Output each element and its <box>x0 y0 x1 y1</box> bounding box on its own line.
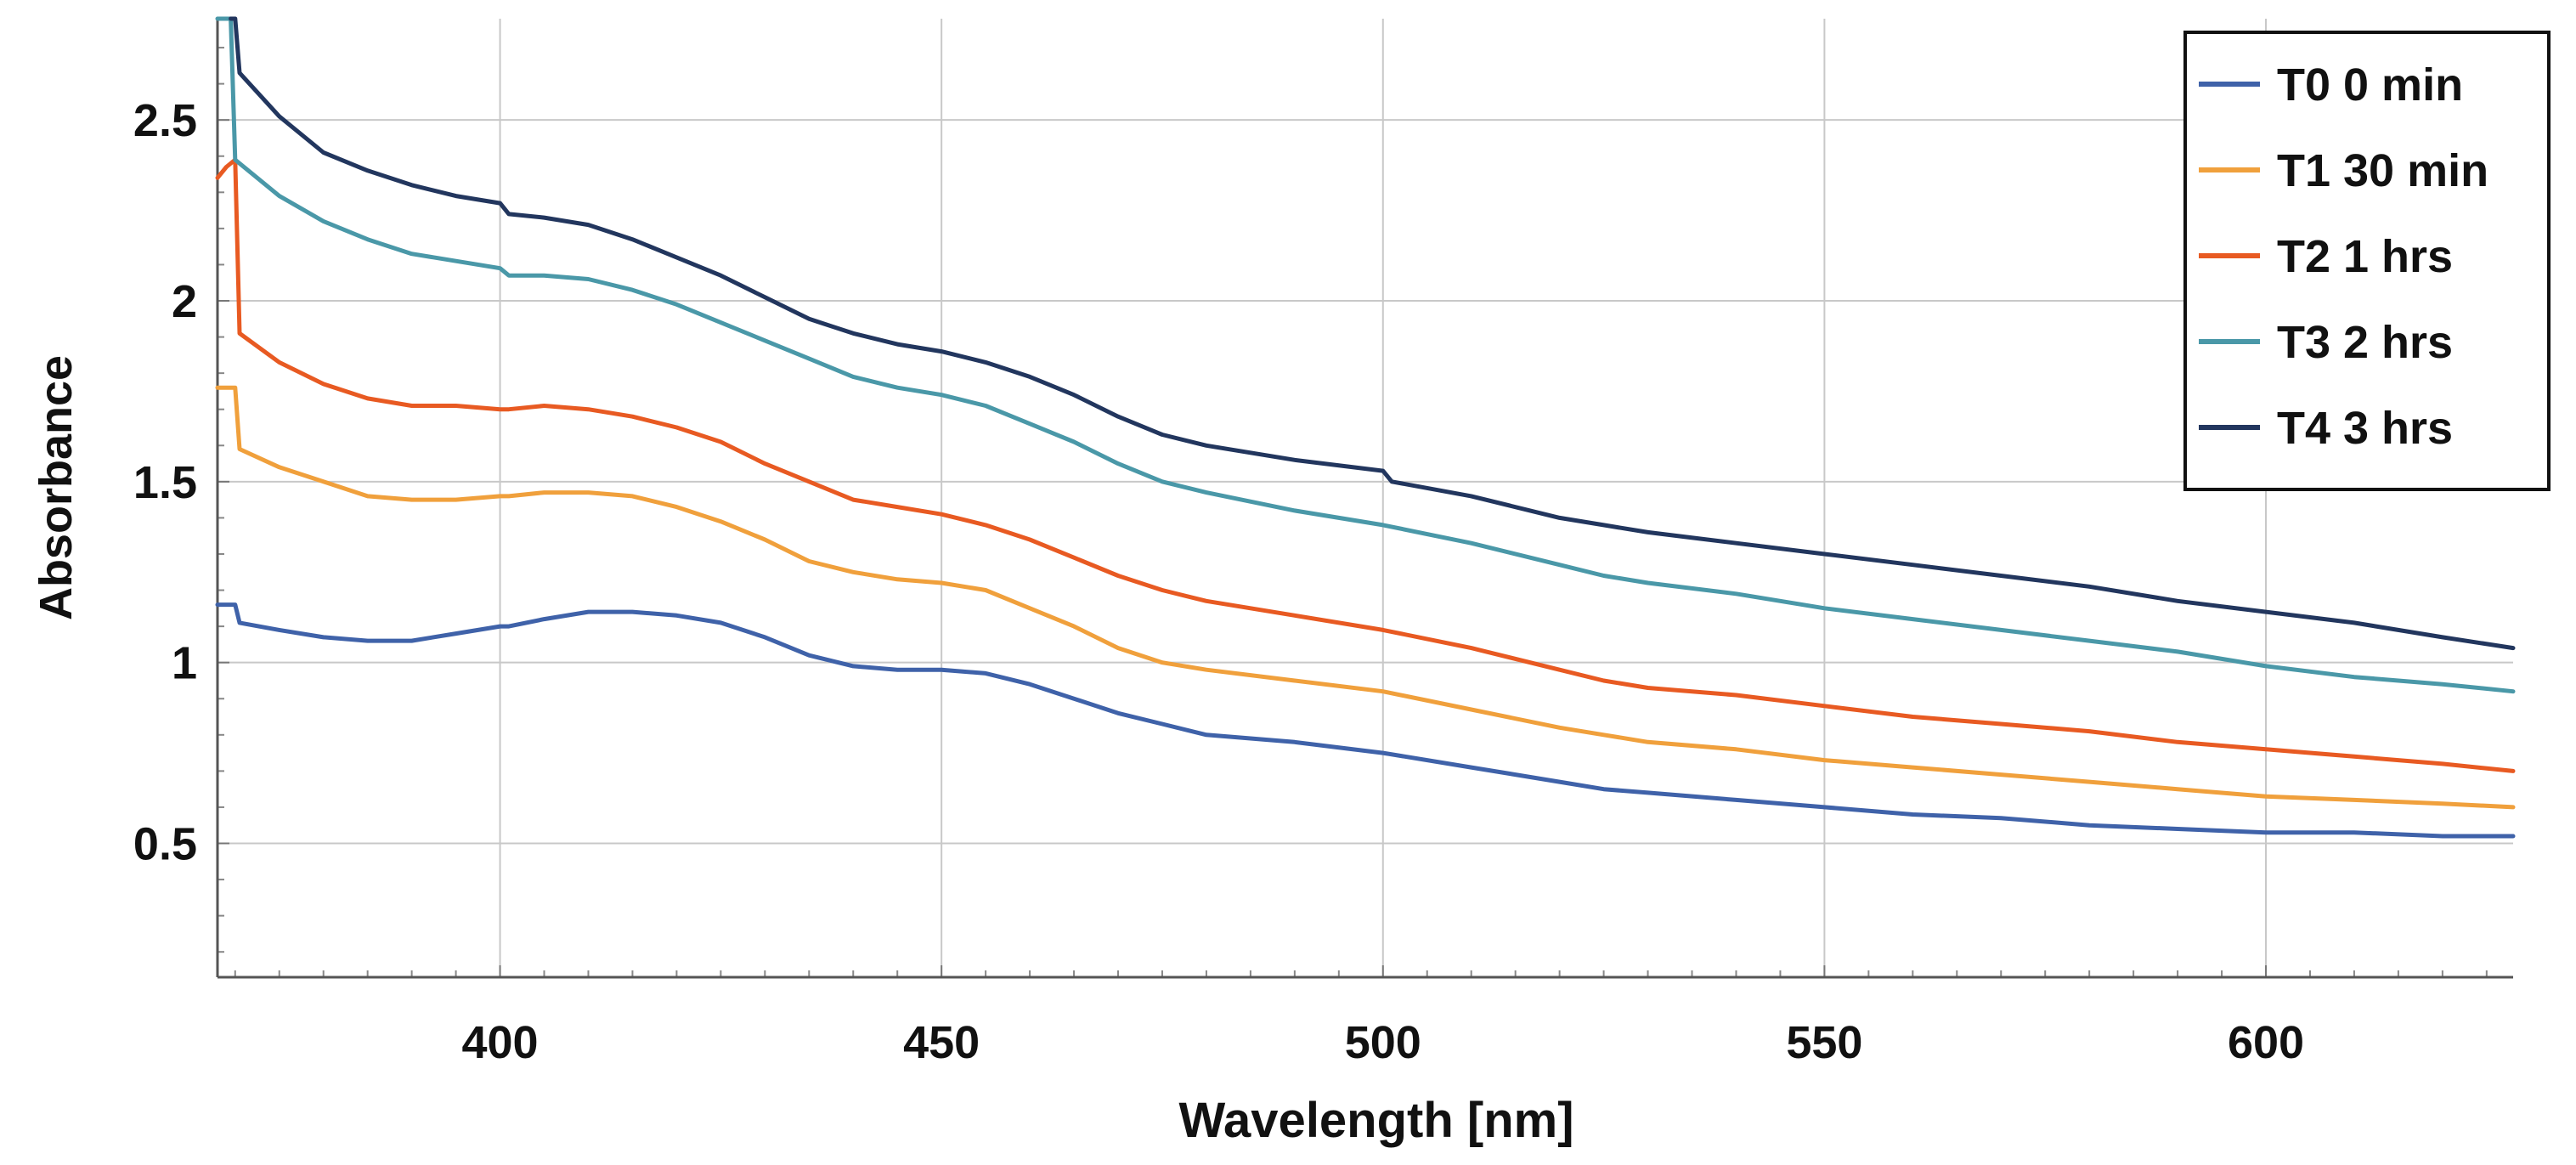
x-tick-label: 500 <box>1345 1017 1421 1068</box>
series-line-4 <box>229 16 2516 651</box>
legend-label-3: T3 2 hrs <box>2277 317 2453 368</box>
y-tick-label: 1 <box>172 638 197 689</box>
legend-label-1: T1 30 min <box>2277 145 2488 196</box>
series-lines <box>215 16 2516 839</box>
y-tick-label: 1.5 <box>133 457 197 508</box>
y-tick-label: 2.5 <box>133 95 197 146</box>
x-tick-label: 400 <box>461 1017 538 1068</box>
series-line-0 <box>215 602 2516 839</box>
series-line-3 <box>215 16 2516 694</box>
x-tick-label: 600 <box>2228 1017 2304 1068</box>
y-axis-title: Absorbance <box>31 355 82 620</box>
tick-labels: 400 450 500 550 600 0.5 1 1.5 2 2.5 <box>133 95 2304 1068</box>
x-axis-title: Wavelength [nm] <box>1178 1093 1573 1148</box>
legend-label-0: T0 0 min <box>2277 59 2463 110</box>
y-tick-label: 0.5 <box>133 819 197 870</box>
grid-lines <box>217 19 2513 977</box>
legend-label-2: T2 1 hrs <box>2277 231 2453 282</box>
series-line-2 <box>215 157 2516 773</box>
x-tick-label: 450 <box>903 1017 980 1068</box>
legend-label-4: T4 3 hrs <box>2277 403 2453 454</box>
legend-frame <box>2183 31 2551 491</box>
x-tick-label: 550 <box>1786 1017 1862 1068</box>
y-tick-label: 2 <box>172 276 197 327</box>
series-line-1 <box>215 385 2516 810</box>
legend: T0 0 min T1 30 min T2 1 hrs T3 2 hrs T4 3 hr… <box>2183 31 2551 491</box>
